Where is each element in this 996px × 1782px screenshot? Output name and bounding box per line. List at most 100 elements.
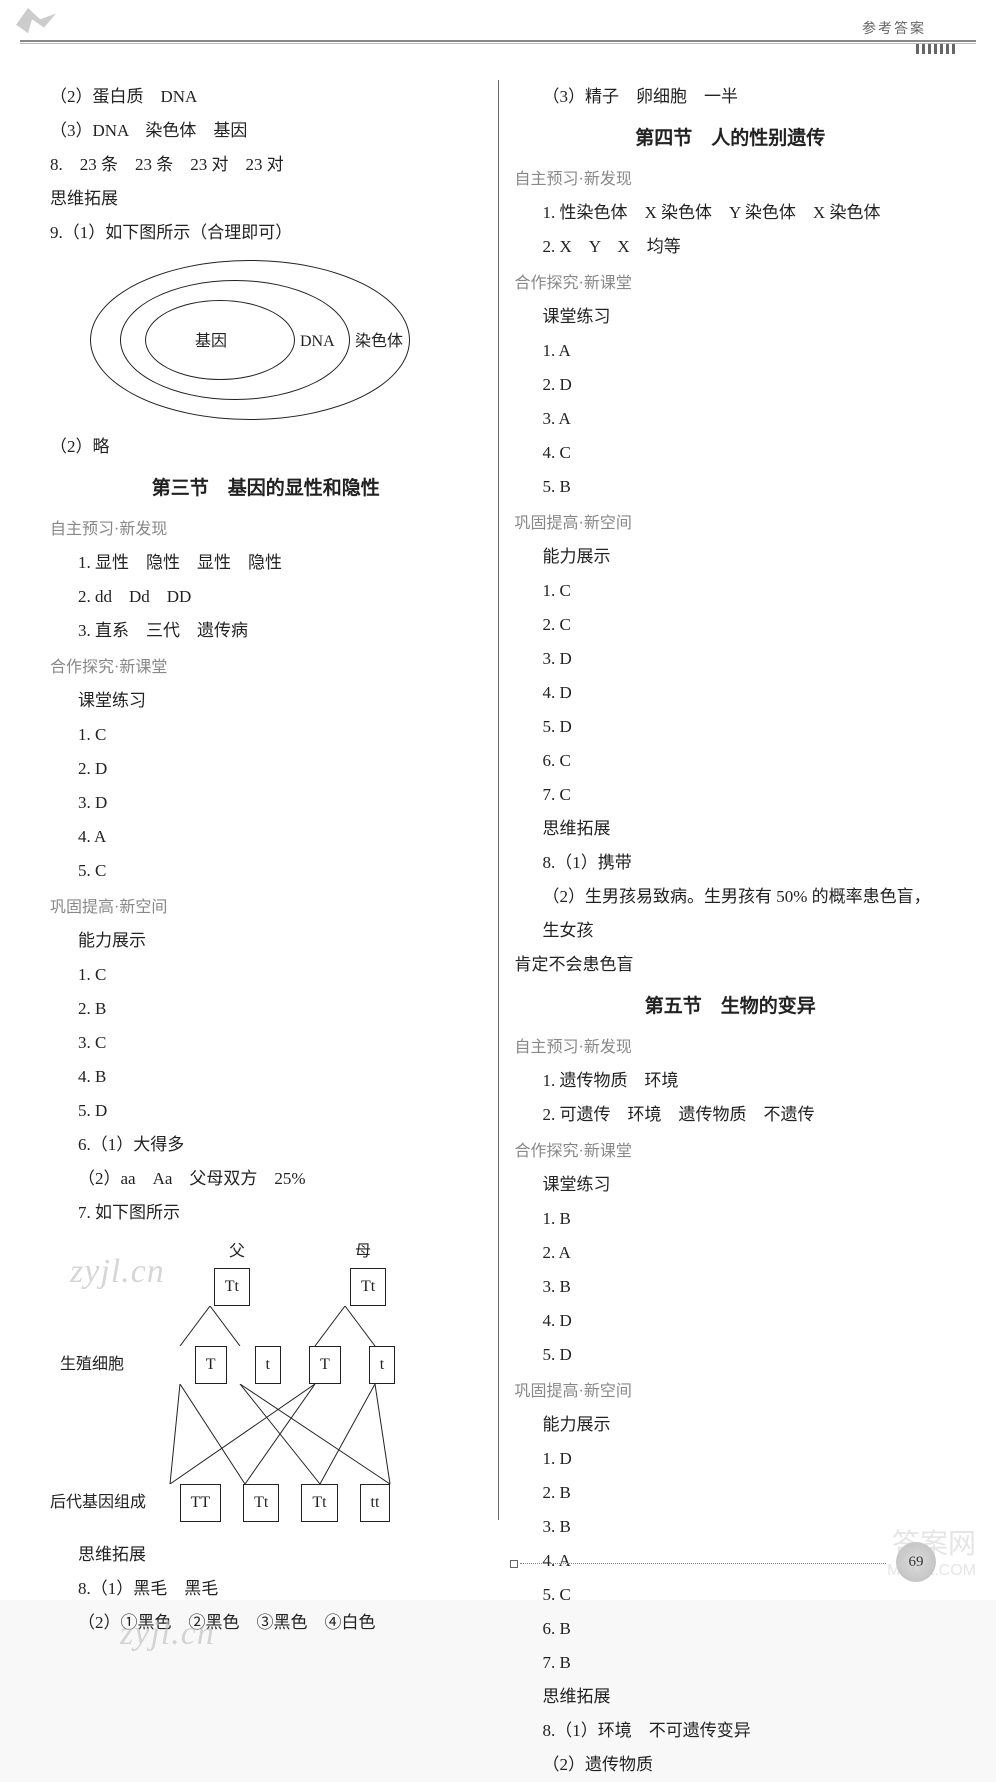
answer-item: 2. B (50, 992, 482, 1026)
subsection-label: 合作探究·新课堂 (50, 652, 482, 684)
gamete-row-label: 生殖细胞 (60, 1349, 124, 1381)
group-label: 课堂练习 (515, 1168, 947, 1202)
cross-parent-label: 父 (229, 1236, 245, 1268)
text-line: 3. 直系 三代 遗传病 (50, 614, 482, 648)
answer-item: 5. C (50, 854, 482, 888)
text-line: 2. 可遗传 环境 遗传物质 不遗传 (515, 1098, 947, 1132)
text-line: （2）略 (50, 430, 482, 464)
page: 参考答案 （2）蛋白质 DNA （3）DNA 染色体 基因 8. 23 条 23… (0, 0, 996, 1600)
venn-label-outer: 染色体 (355, 326, 403, 358)
subsection-label: 合作探究·新课堂 (515, 268, 947, 300)
text-line: 思维拓展 (50, 182, 482, 216)
genotype-box: Tt (214, 1268, 250, 1306)
answer-item: 5. D (50, 1094, 482, 1128)
text-line: 1. 显性 隐性 显性 隐性 (50, 546, 482, 580)
text-line: 8.（1）环境 不可遗传变异 (515, 1714, 947, 1748)
subsection-label: 合作探究·新课堂 (515, 1136, 947, 1168)
text-line: （3）精子 卵细胞 一半 (515, 80, 947, 114)
answer-item: 5. C (515, 1578, 947, 1612)
group-label: 能力展示 (50, 924, 482, 958)
venn-label-mid: DNA (300, 326, 335, 358)
text-line: 8.（1）黑毛 黑毛 (50, 1572, 482, 1606)
text-line: （2）①黑色 ②黑色 ③黑色 ④白色 (50, 1606, 482, 1640)
text-line: （2）蛋白质 DNA (50, 80, 482, 114)
group-label: 思维拓展 (515, 1680, 947, 1714)
header-label: 参考答案 (862, 18, 926, 38)
answer-item: 2. D (50, 752, 482, 786)
cross-lines-icon (80, 1384, 460, 1484)
answer-item: 2. D (515, 368, 947, 402)
cross-lines-icon (80, 1306, 460, 1346)
answer-item: 3. B (515, 1510, 947, 1544)
footer-square-icon (510, 1560, 518, 1568)
text-line: 8. 23 条 23 条 23 对 23 对 (50, 148, 482, 182)
group-label: 课堂练习 (515, 300, 947, 334)
group-label: 思维拓展 (515, 812, 947, 846)
offspring-box: TT (180, 1484, 222, 1522)
answer-item: 2. A (515, 1236, 947, 1270)
answer-item: 3. D (515, 642, 947, 676)
cross-diagram: zyjl.cn 父 母 Tt Tt 生殖细胞 T (80, 1236, 460, 1522)
header-bars-icon (916, 44, 956, 54)
answer-item: 6. B (515, 1612, 947, 1646)
text-line: 肯定不会患色盲 (515, 948, 947, 982)
genotype-box: Tt (350, 1268, 386, 1306)
footer-dots (520, 1563, 886, 1564)
columns: （2）蛋白质 DNA （3）DNA 染色体 基因 8. 23 条 23 条 23… (40, 80, 956, 1520)
section-title: 第五节 生物的变异 (515, 988, 947, 1026)
answer-item: 4. B (50, 1060, 482, 1094)
corner-watermark-line: 答案网 (887, 1522, 976, 1562)
gamete-box: t (369, 1346, 395, 1384)
group-label: 课堂练习 (50, 684, 482, 718)
answer-item: 4. C (515, 436, 947, 470)
answer-item: 1. D (515, 1442, 947, 1476)
answer-item: 5. B (515, 470, 947, 504)
corner-watermark-line: MXQE.COM (887, 1562, 976, 1580)
subsection-label: 自主预习·新发现 (515, 1032, 947, 1064)
answer-item: 7. C (515, 778, 947, 812)
text-line: 1. 遗传物质 环境 (515, 1064, 947, 1098)
group-label: 能力展示 (515, 1408, 947, 1442)
answer-item: 1. C (50, 958, 482, 992)
venn-diagram: 基因 DNA 染色体 (90, 260, 410, 420)
venn-label-inner: 基因 (195, 326, 227, 358)
answer-item: 4. D (515, 1304, 947, 1338)
answer-item: 6. C (515, 744, 947, 778)
text-line: 2. X Y X 均等 (515, 230, 947, 264)
gamete-box: T (195, 1346, 227, 1384)
answer-item: 5. D (515, 1338, 947, 1372)
answer-item: 3. C (50, 1026, 482, 1060)
text-line: （2）遗传物质 (515, 1748, 947, 1782)
answer-item: 2. B (515, 1476, 947, 1510)
subsection-label: 巩固提高·新空间 (515, 1376, 947, 1408)
text-line: （2）生男孩易致病。生男孩有 50% 的概率患色盲，生女孩 (515, 880, 947, 948)
section-title: 第三节 基因的显性和隐性 (50, 470, 482, 508)
left-column: （2）蛋白质 DNA （3）DNA 染色体 基因 8. 23 条 23 条 23… (40, 80, 492, 1520)
text-line: 8.（1）携带 (515, 846, 947, 880)
column-divider (498, 80, 499, 1520)
answer-item: 1. C (50, 718, 482, 752)
corner-watermark: 答案网 MXQE.COM (887, 1522, 976, 1580)
right-column: （3）精子 卵细胞 一半 第四节 人的性别遗传 自主预习·新发现 1. 性染色体… (505, 80, 957, 1520)
subsection-label: 巩固提高·新空间 (50, 892, 482, 924)
text-line: （3）DNA 染色体 基因 (50, 114, 482, 148)
text-line: 7. 如下图所示 (50, 1196, 482, 1230)
subsection-label: 巩固提高·新空间 (515, 508, 947, 540)
group-label: 思维拓展 (50, 1538, 482, 1572)
answer-item: 3. D (50, 786, 482, 820)
gamete-box: T (309, 1346, 341, 1384)
text-line: 1. 性染色体 X 染色体 Y 染色体 X 染色体 (515, 196, 947, 230)
offspring-box: Tt (301, 1484, 337, 1522)
answer-item: 7. B (515, 1646, 947, 1680)
answer-item: 4. A (515, 1544, 947, 1578)
offspring-row-label: 后代基因组成 (50, 1487, 146, 1519)
section-title: 第四节 人的性别遗传 (515, 120, 947, 158)
group-label: 能力展示 (515, 540, 947, 574)
answer-item: 1. A (515, 334, 947, 368)
answer-item: 3. B (515, 1270, 947, 1304)
leaf-icon (16, 8, 56, 36)
gamete-box: t (255, 1346, 281, 1384)
offspring-box: tt (360, 1484, 391, 1522)
offspring-box: Tt (243, 1484, 279, 1522)
answer-item: 4. D (515, 676, 947, 710)
